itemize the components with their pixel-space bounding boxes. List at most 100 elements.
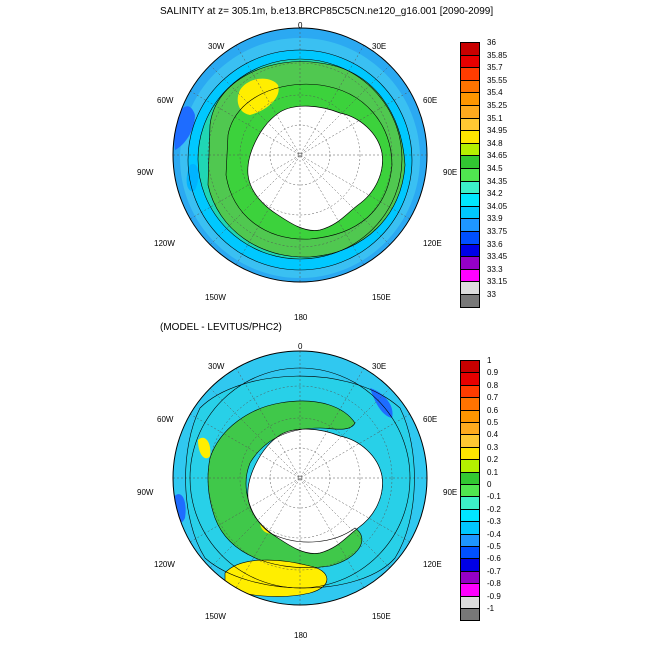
- panel1-colorbar-label: 33.75: [487, 227, 508, 236]
- panel2-colorbar-swatch: [460, 484, 480, 498]
- panel2-colorbar-label: -0.6: [487, 554, 501, 564]
- panel1-colorbar-label: 34.2: [487, 189, 503, 199]
- panel1-colorbar-swatch: [460, 92, 480, 106]
- panel2-colorbar-swatch: [460, 521, 480, 535]
- panel1-lon-30w: 30W: [208, 42, 225, 51]
- salinity-yellow-patch: [237, 78, 279, 115]
- panel2-colorbar: 1 0.9 0.8 0.7 0.6 0.5 0.4 0.3 0.2 0.1 0 -0.1 -0.2 -0.…: [460, 356, 520, 625]
- panel1-lon-90e: 90E: [443, 168, 458, 177]
- panel2-lon-0: 0: [298, 342, 303, 351]
- panel1-lon-150w: 150W: [205, 293, 226, 302]
- panel1-colorbar-swatch: [460, 155, 480, 169]
- panel1-colorbar-swatch: [460, 193, 480, 207]
- panel2-lon-60w: 60W: [157, 415, 174, 424]
- panel2-colorbar-label: -0.3: [487, 517, 501, 527]
- salinity-patch-150w: [186, 164, 199, 192]
- panel1-lon-120e: 120E: [423, 239, 442, 248]
- panel1-lon-0: 0: [298, 21, 303, 30]
- panel1-colorbar-swatch: [460, 130, 480, 144]
- panel2-colorbar-swatch: [460, 608, 480, 622]
- panel1-colorbar-swatch: [460, 54, 480, 69]
- panel2-lon-30w: 30W: [208, 362, 225, 371]
- panel1-colorbar: 36 35.85 35.7 35.55 35.4 35.25 35.1 34.95 34.8 34…: [460, 38, 520, 308]
- panel1-colorbar-label: 35.55: [487, 75, 508, 85]
- panel1-lon-150e: 150E: [372, 293, 391, 302]
- map-border-2: [172, 350, 428, 606]
- panel2-colorbar-label: -0.7: [487, 566, 501, 576]
- panel1-colorbar-label: 35.85: [487, 50, 508, 60]
- panel2-colorbar-swatch: [460, 583, 480, 597]
- panel1-colorbar-label: 33.9: [487, 214, 503, 224]
- panel2-lon-120e: 120E: [423, 560, 442, 569]
- panel2-colorbar-swatch: [460, 434, 480, 448]
- panel1-lon-60w: 60W: [157, 96, 174, 105]
- panel2-colorbar-label: 1: [487, 356, 492, 365]
- panel1-lon-180: 180: [294, 313, 308, 322]
- panel1-colorbar-swatch: [460, 42, 480, 56]
- panel1-colorbar-swatch: [460, 218, 480, 232]
- panel1-colorbar-swatch: [460, 105, 480, 119]
- panel1-lon-60e: 60E: [423, 96, 438, 105]
- panel2-colorbar-label: 0.2: [487, 455, 499, 465]
- panel2-colorbar-label: -0.9: [487, 591, 501, 601]
- panel1-lon-30e: 30E: [372, 42, 387, 51]
- panel2-colorbar-label: -0.1: [487, 492, 501, 502]
- panel2-colorbar-swatch: [460, 409, 480, 423]
- panel1-colorbar-label: 34.35: [487, 176, 508, 186]
- panel2-colorbar-swatch: [460, 533, 480, 547]
- panel2-colorbar-swatch: [460, 459, 480, 473]
- panel2-colorbar-swatch: [460, 471, 480, 485]
- panel2-colorbar-swatch: [460, 558, 480, 572]
- panel1-colorbar-swatch: [460, 281, 480, 295]
- panel1-colorbar-swatch: [460, 268, 480, 283]
- panel1-colorbar-label: 33.3: [487, 264, 503, 274]
- panel2-lon-90e: 90E: [443, 488, 458, 497]
- panel2-title: (MODEL - LEVITUS/PHC2): [160, 322, 282, 333]
- panel1-colorbar-label: 33.15: [487, 277, 508, 287]
- panel2-lon-150w: 150W: [205, 612, 226, 621]
- panel2-colorbar-label: 0.6: [487, 405, 499, 415]
- panel1-colorbar-label: 33.45: [487, 252, 508, 262]
- panel2-colorbar-label: -0.2: [487, 504, 501, 514]
- panel2-colorbar-swatch: [460, 360, 480, 374]
- panel2-lon-90w: 90W: [137, 488, 154, 497]
- panel1-colorbar-swatch: [460, 142, 480, 157]
- panel2-colorbar-label: -0.8: [487, 579, 501, 589]
- panel1-colorbar-swatch: [460, 205, 480, 220]
- panel2-lon-60e: 60E: [423, 415, 438, 424]
- panel2-colorbar-swatch: [460, 546, 480, 560]
- map-border: [172, 27, 428, 283]
- panel2-lon-150e: 150E: [372, 612, 391, 621]
- panel2-colorbar-label: 0.7: [487, 393, 499, 403]
- diff-yellow-west: [198, 437, 211, 459]
- panel2-lon-180: 180: [294, 631, 308, 640]
- panel2-colorbar-label: 0.3: [487, 442, 499, 452]
- panel1-colorbar-label: 34.95: [487, 126, 508, 136]
- panel1-colorbar-swatch: [460, 231, 480, 245]
- panel1-title: SALINITY at z= 305.1m, b.e13.BRCP85C5CN.…: [160, 6, 494, 17]
- panel2-colorbar-swatch: [460, 595, 480, 609]
- panel1-colorbar-swatch: [460, 180, 480, 195]
- panel1-colorbar-swatch: [460, 117, 480, 132]
- panel1-polar-map: [172, 27, 428, 283]
- panel1-colorbar-label: 33: [487, 290, 496, 299]
- panel2-colorbar-swatch: [460, 570, 480, 585]
- panel2-colorbar-label: 0.9: [487, 368, 499, 378]
- panel2-colorbar-label: -0.5: [487, 542, 501, 551]
- panel1-colorbar-swatch: [460, 243, 480, 258]
- panel1-colorbar-label: 35.7: [487, 63, 503, 73]
- panel2-colorbar-label: 0.4: [487, 430, 499, 440]
- panel1-colorbar-label: 34.65: [487, 151, 508, 161]
- graticule: [173, 28, 427, 282]
- panel2-colorbar-swatch: [460, 496, 480, 510]
- panel1-colorbar-swatch: [460, 168, 480, 182]
- panel1-colorbar-label: 36: [487, 38, 496, 47]
- panel2-colorbar-label: -0.4: [487, 529, 501, 539]
- panel1-colorbar-label: 33.6: [487, 239, 503, 249]
- antarctica-land: [247, 105, 383, 231]
- panel2-colorbar-label: 0.1: [487, 467, 499, 477]
- panel2-colorbar-label: 0: [487, 480, 492, 489]
- graticule-2: [173, 351, 427, 605]
- panel2-colorbar-swatch: [460, 422, 480, 436]
- panel2-colorbar-swatch: [460, 446, 480, 461]
